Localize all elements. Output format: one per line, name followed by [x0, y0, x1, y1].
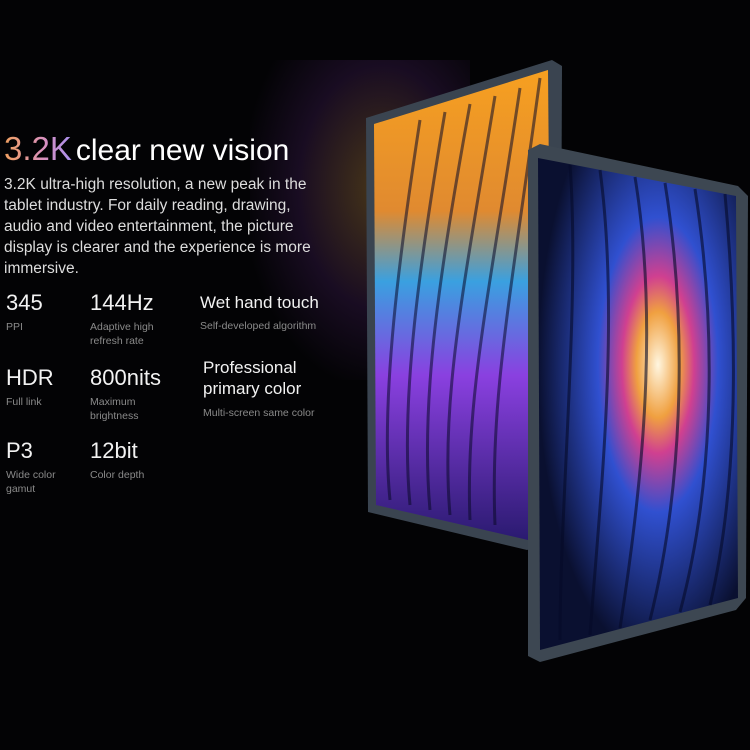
spec-brightness: 800nits Maximum brightness	[90, 365, 161, 422]
spec-ppi: 345 PPI	[6, 290, 43, 333]
spec-color: Professional primary color Multi-screen …	[203, 358, 315, 419]
front-tablet	[528, 144, 748, 662]
spec-bitdepth: 12bit Color depth	[90, 438, 145, 481]
spec-touch: Wet hand touch Self-developed algorithm	[200, 293, 319, 332]
headline-accent: 3.2K	[4, 130, 72, 167]
spec-hdr: HDR Full link	[6, 365, 54, 408]
description: 3.2K ultra-high resolution, a new peak i…	[4, 176, 311, 277]
headline: 3.2K clear new vision	[4, 130, 289, 168]
back-tablet	[366, 60, 562, 550]
headline-text: clear new vision	[75, 134, 290, 167]
spec-refresh: 144Hz Adaptive high refresh rate	[90, 290, 154, 347]
spec-gamut: P3 Wide color gamut	[6, 438, 56, 495]
